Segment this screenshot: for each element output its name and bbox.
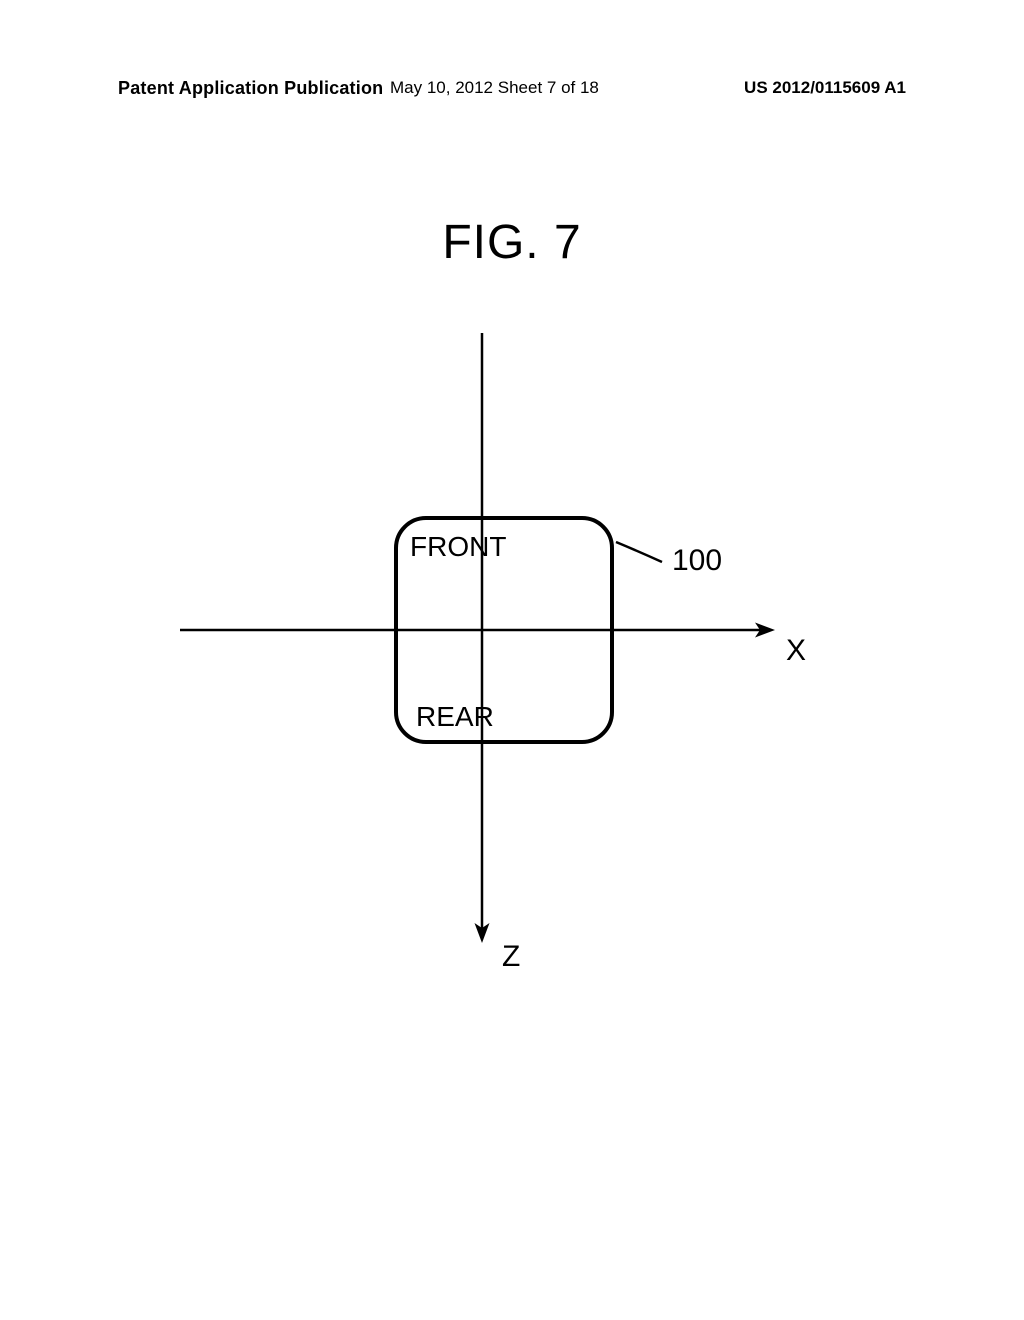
z-axis-label: Z <box>502 940 520 973</box>
device-front-label: FRONT <box>410 531 506 562</box>
device-rear-label: REAR <box>416 701 494 732</box>
x-axis-label: X <box>786 634 806 667</box>
callout-label: 100 <box>672 544 722 577</box>
callout-curve <box>616 542 662 562</box>
figure-svg: X Z FRONT REAR 100 <box>0 0 1024 1320</box>
